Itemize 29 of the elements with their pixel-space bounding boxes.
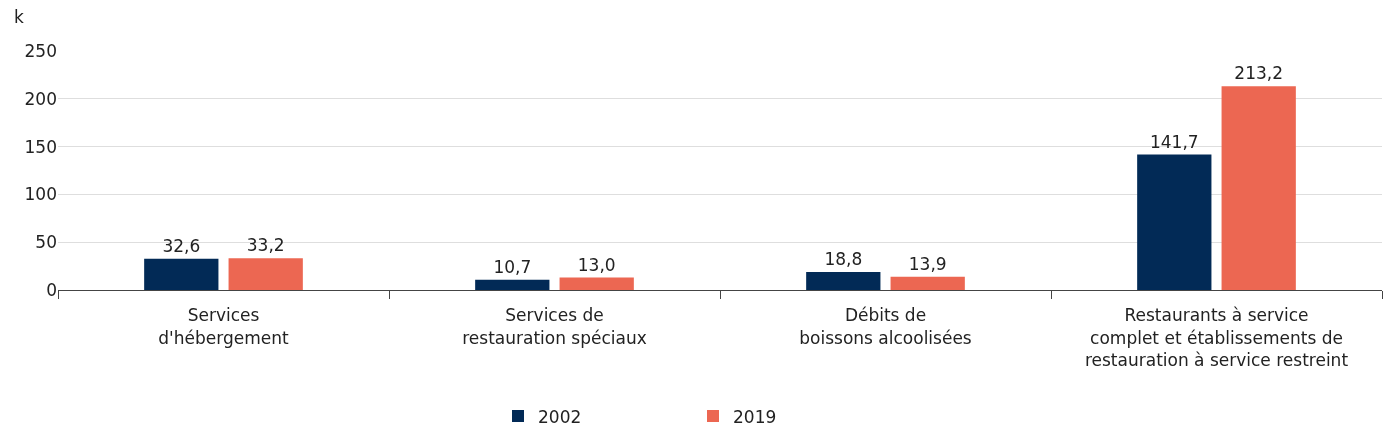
data-label: 10,7 — [493, 256, 532, 277]
bar — [806, 272, 881, 290]
y-tick-label: 50 — [35, 232, 57, 253]
bar — [475, 279, 550, 290]
x-tick-label: Services de restauration spéciaux — [462, 305, 647, 348]
bar — [1137, 154, 1212, 290]
legend-label: 2002 — [538, 406, 582, 427]
data-label: 213,2 — [1234, 63, 1284, 84]
y-tick-label: 0 — [46, 279, 57, 300]
data-label: 33,2 — [246, 235, 285, 256]
data-label: 141,7 — [1149, 131, 1199, 152]
data-label: 13,0 — [577, 254, 616, 275]
bar — [890, 276, 965, 290]
y-tick-label: 100 — [24, 184, 57, 205]
y-tick-label: 150 — [24, 136, 57, 157]
y-tick-label: 250 — [24, 40, 57, 61]
x-tick-label: Restaurants à service complet et établissements de restauration à service restreint — [1084, 305, 1349, 370]
data-label: 32,6 — [162, 235, 201, 256]
y-tick-label: 200 — [24, 88, 57, 109]
legend-label: 2019 — [733, 406, 777, 427]
bar — [1221, 86, 1296, 290]
data-label: 13,9 — [908, 253, 947, 274]
data-label: 18,8 — [824, 249, 863, 270]
x-tick-label: Services d'hébergement — [158, 305, 289, 348]
bar — [559, 277, 634, 290]
x-tick-label: Débits de boissons alcoolisées — [799, 305, 972, 348]
y-axis-title: k — [14, 7, 24, 27]
bar — [228, 258, 303, 290]
bar — [144, 258, 219, 290]
